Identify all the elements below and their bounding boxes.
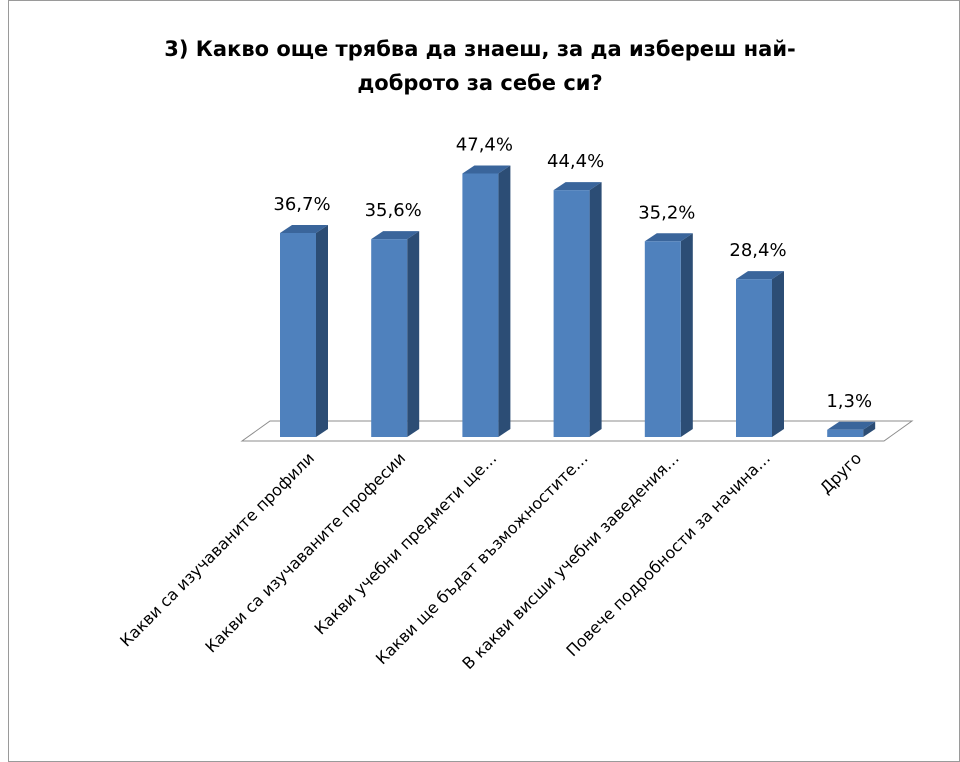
bar-side: [863, 421, 876, 437]
bar-side: [772, 271, 784, 437]
bar-front: [462, 173, 499, 437]
bar: [280, 224, 328, 437]
bar: [553, 182, 602, 437]
bar-top: [736, 271, 784, 280]
bar-front: [553, 190, 590, 437]
bar-top: [644, 233, 693, 242]
value-label: 35,6%: [365, 200, 422, 221]
bar-front: [371, 239, 408, 437]
bar-front: [736, 279, 772, 437]
bar-top: [280, 224, 328, 233]
bar-top: [462, 165, 511, 174]
bar-top: [827, 421, 876, 430]
chart-title: доброто за себе си?: [357, 71, 602, 95]
chart-title: 3) Какво още трябва да знаеш, за да избе…: [164, 37, 796, 61]
bar-side: [680, 233, 693, 437]
value-label: 1,3%: [826, 391, 872, 412]
bar-side: [589, 182, 602, 437]
value-label: 28,4%: [729, 240, 786, 261]
bar-front: [644, 241, 681, 437]
bar: [371, 231, 420, 437]
bar: [736, 271, 784, 437]
value-label: 35,2%: [638, 202, 695, 223]
bar-top: [553, 182, 602, 191]
value-label: 44,4%: [547, 151, 604, 172]
bar-front: [827, 429, 864, 437]
bar-side: [498, 165, 511, 437]
bar: [462, 165, 511, 437]
bar: [644, 233, 693, 437]
bar-side: [407, 231, 420, 437]
value-label: 47,4%: [456, 134, 513, 155]
bar: [827, 421, 876, 437]
value-label: 36,7%: [273, 194, 330, 215]
bar-top: [371, 231, 420, 240]
bar-front: [280, 232, 316, 437]
bar-side: [316, 224, 328, 437]
